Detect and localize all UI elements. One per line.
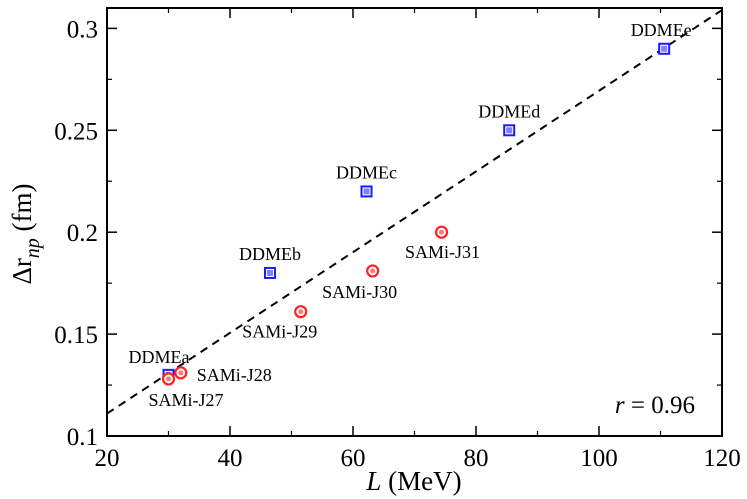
sami-marker-fill (178, 370, 184, 376)
y-tick-label: 0.2 (67, 220, 98, 247)
x-tick-label: 80 (464, 445, 489, 472)
x-tick-label: 40 (218, 445, 243, 472)
point-label: SAMi-J31 (405, 242, 480, 262)
y-axis-title: Δrnp (fm) (7, 183, 44, 284)
x-tick-label: 60 (341, 445, 366, 472)
fit-line (106, 9, 723, 415)
sami-marker-fill (439, 229, 445, 235)
sami-marker-fill (166, 376, 171, 382)
y-tick-label: 0.15 (54, 322, 98, 349)
ddme-marker-fill (363, 188, 370, 195)
point-label: SAMi-J29 (242, 322, 317, 342)
point-label: DDMEd (478, 101, 540, 121)
point-labels: DDMEa DDMEb DDMEc DDMEd DDMEe SAMi-J27 SAMi-J2… (129, 20, 692, 410)
x-tick-label: 120 (703, 445, 741, 472)
sami-marker-fill (370, 268, 376, 274)
ddme-marker-fill (266, 269, 273, 276)
ddme-marker-fill (661, 45, 668, 52)
y-tick-label: 0.3 (67, 16, 98, 43)
point-label: SAMi-J27 (149, 390, 224, 410)
correlation-label: r = 0.96 (615, 392, 695, 419)
x-axis-title: L (MeV) (365, 466, 461, 496)
point-label: DDMEe (631, 20, 692, 40)
axis-ticks (106, 8, 723, 437)
point-label: SAMi-J28 (197, 365, 272, 385)
ddme-marker-fill (506, 127, 513, 134)
point-label: SAMi-J30 (322, 282, 397, 302)
y-tick-labels: 0.1 0.15 0.2 0.25 0.3 (54, 16, 98, 451)
point-label: DDMEa (129, 347, 190, 367)
y-tick-label: 0.25 (54, 118, 98, 145)
y-tick-label: 0.1 (67, 424, 98, 451)
data-markers (161, 42, 671, 386)
point-label: DDMEb (239, 244, 301, 264)
x-tick-labels: 20 40 60 80 100 120 (95, 445, 741, 472)
x-tick-label: 20 (95, 445, 120, 472)
point-label: DDMEc (336, 162, 397, 182)
sami-marker-fill (298, 309, 304, 315)
x-tick-label: 100 (580, 445, 618, 472)
